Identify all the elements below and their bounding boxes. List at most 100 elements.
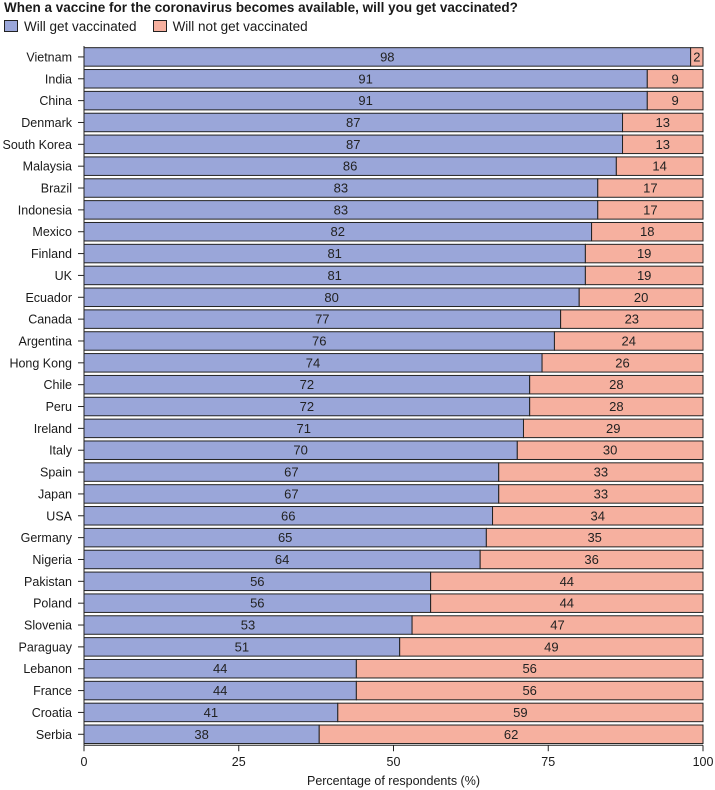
- bar-value-not-vaccinated-peru: 28: [609, 399, 623, 414]
- x-axis-title: Percentage of respondents (%): [307, 774, 480, 788]
- bar-not-vaccinated-vietnam: [690, 47, 704, 67]
- bar-value-not-vaccinated-denmark: 13: [656, 115, 670, 130]
- category-label-brazil: Brazil: [41, 182, 72, 196]
- bar-not-vaccinated-croatia: [337, 702, 704, 723]
- bar-value-vaccinated-brazil: 83: [334, 181, 348, 196]
- legend-swatch-not-vaccinated: [152, 20, 167, 32]
- bar-value-vaccinated-italy: 70: [293, 443, 307, 458]
- category-label-uk: UK: [55, 269, 73, 283]
- bar-value-vaccinated-croatia: 41: [204, 705, 218, 720]
- category-label-peru: Peru: [46, 400, 72, 414]
- bar-not-vaccinated-ecuador: [578, 287, 704, 308]
- category-label-malaysia: Malaysia: [23, 160, 72, 174]
- category-label-denmark: Denmark: [21, 116, 72, 130]
- bar-value-not-vaccinated-poland: 44: [560, 596, 574, 611]
- bar-value-not-vaccinated-ecuador: 20: [634, 290, 648, 305]
- x-tick-label-50: 50: [387, 755, 401, 769]
- bar-value-not-vaccinated-germany: 35: [587, 530, 601, 545]
- bar-not-vaccinated-south-korea: [622, 134, 704, 155]
- bar-value-not-vaccinated-india: 9: [672, 71, 679, 86]
- bar-not-vaccinated-paraguay: [399, 637, 704, 657]
- bar-value-not-vaccinated-vietnam: 2: [693, 49, 700, 64]
- bar-value-vaccinated-china: 91: [358, 93, 372, 108]
- category-label-poland: Poland: [33, 597, 72, 611]
- legend: Will get vaccinated Will not get vaccina…: [4, 18, 324, 34]
- bar-not-vaccinated-japan: [498, 484, 704, 504]
- bar-not-vaccinated-peru: [529, 396, 704, 417]
- bar-value-not-vaccinated-canada: 23: [625, 312, 639, 327]
- x-tick-label-25: 25: [232, 755, 246, 769]
- bar-not-vaccinated-germany: [485, 527, 704, 548]
- bar-not-vaccinated-mexico: [591, 221, 704, 242]
- bar-not-vaccinated-poland: [430, 593, 704, 613]
- bar-value-not-vaccinated-serbia: 62: [504, 727, 518, 742]
- category-label-china: China: [39, 94, 72, 108]
- bar-value-not-vaccinated-japan: 33: [594, 486, 608, 501]
- bar-not-vaccinated-uk: [584, 265, 704, 286]
- bar-not-vaccinated-slovenia: [411, 615, 704, 635]
- bar-not-vaccinated-italy: [516, 440, 704, 460]
- bar-value-vaccinated-peru: 72: [300, 399, 314, 414]
- category-label-mexico: Mexico: [32, 225, 72, 239]
- category-label-chile: Chile: [44, 378, 73, 392]
- bar-not-vaccinated-finland: [584, 243, 704, 264]
- bar-not-vaccinated-usa: [492, 506, 704, 526]
- category-label-vietnam: Vietnam: [26, 50, 72, 64]
- bar-not-vaccinated-chile: [529, 374, 704, 395]
- bar-value-not-vaccinated-brazil: 17: [643, 181, 657, 196]
- category-label-argentina: Argentina: [18, 334, 72, 348]
- bar-not-vaccinated-spain: [498, 462, 704, 482]
- bar-not-vaccinated-ireland: [522, 418, 704, 439]
- bar-value-vaccinated-hong-kong: 74: [306, 355, 320, 370]
- category-label-lebanon: Lebanon: [23, 662, 72, 676]
- bar-value-vaccinated-france: 44: [213, 683, 227, 698]
- bar-value-vaccinated-denmark: 87: [346, 115, 360, 130]
- bar-value-not-vaccinated-croatia: 59: [513, 705, 527, 720]
- bar-value-vaccinated-ecuador: 80: [324, 290, 338, 305]
- bar-value-vaccinated-south-korea: 87: [346, 137, 360, 152]
- bar-not-vaccinated-france: [355, 680, 704, 701]
- bar-value-not-vaccinated-mexico: 18: [640, 224, 654, 239]
- bar-value-vaccinated-mexico: 82: [331, 224, 345, 239]
- bar-value-vaccinated-germany: 65: [278, 530, 292, 545]
- category-label-usa: USA: [46, 509, 72, 523]
- category-label-india: India: [45, 72, 72, 86]
- bar-value-vaccinated-lebanon: 44: [213, 661, 227, 676]
- x-tick-label-100: 100: [693, 755, 714, 769]
- legend-label-not-vaccinated: Will not get vaccinated: [172, 18, 308, 34]
- bar-value-vaccinated-finland: 81: [327, 246, 341, 261]
- bar-not-vaccinated-brazil: [597, 178, 704, 198]
- category-label-france: France: [33, 684, 72, 698]
- bar-value-not-vaccinated-lebanon: 56: [522, 661, 536, 676]
- bar-value-vaccinated-slovenia: 53: [241, 618, 255, 633]
- bar-not-vaccinated-argentina: [553, 331, 704, 351]
- bar-value-not-vaccinated-south-korea: 13: [656, 137, 670, 152]
- legend-label-vaccinated: Will get vaccinated: [24, 18, 137, 34]
- bar-value-vaccinated-serbia: 38: [194, 727, 208, 742]
- bar-value-vaccinated-spain: 67: [284, 465, 298, 480]
- bar-value-not-vaccinated-italy: 30: [603, 443, 617, 458]
- bar-value-not-vaccinated-china: 9: [672, 93, 679, 108]
- bar-value-vaccinated-canada: 77: [315, 312, 329, 327]
- bar-value-vaccinated-uk: 81: [327, 268, 341, 283]
- bar-value-not-vaccinated-uk: 19: [637, 268, 651, 283]
- bar-value-not-vaccinated-paraguay: 49: [544, 639, 558, 654]
- category-label-canada: Canada: [28, 313, 72, 327]
- legend-item-not-vaccinated: Will not get vaccinated: [152, 18, 308, 34]
- bar-value-vaccinated-chile: 72: [300, 377, 314, 392]
- category-label-paraguay: Paraguay: [18, 640, 72, 654]
- category-label-indonesia: Indonesia: [18, 203, 72, 217]
- bar-value-vaccinated-ireland: 71: [297, 421, 311, 436]
- category-label-hong-kong: Hong Kong: [9, 356, 72, 370]
- category-label-germany: Germany: [21, 531, 73, 545]
- bar-not-vaccinated-indonesia: [597, 200, 704, 220]
- bar-not-vaccinated-pakistan: [430, 571, 704, 592]
- bar-not-vaccinated-lebanon: [355, 658, 704, 679]
- bar-not-vaccinated-china: [646, 90, 704, 111]
- category-label-nigeria: Nigeria: [32, 553, 72, 567]
- bar-not-vaccinated-nigeria: [479, 549, 704, 570]
- bar-not-vaccinated-india: [646, 69, 704, 89]
- bar-value-vaccinated-nigeria: 64: [275, 552, 289, 567]
- category-label-slovenia: Slovenia: [24, 619, 72, 633]
